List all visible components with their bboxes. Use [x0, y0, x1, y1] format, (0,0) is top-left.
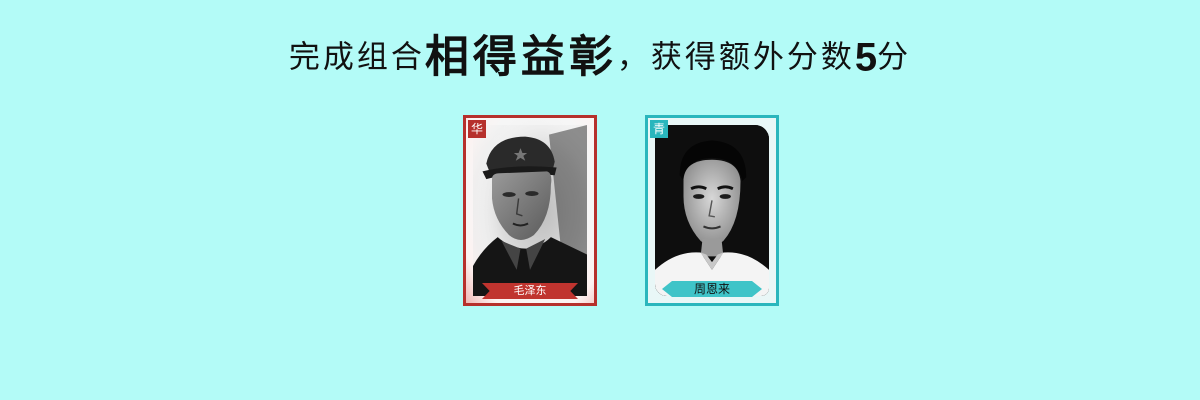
character-card-1[interactable]: 华 [463, 115, 597, 306]
card-1-portrait [473, 125, 587, 296]
card-2-name-ribbon: 周恩来 [662, 281, 762, 297]
card-1-portrait-area [473, 125, 587, 296]
title-prefix: 完成组合 [288, 39, 425, 76]
card-2-portrait [655, 125, 769, 296]
card-1-name-ribbon: 毛泽东 [482, 283, 578, 299]
combo-announcement: 完成组合相得益彰，获得额外分数5分 [0, 22, 1200, 93]
title-suffix: 分 [877, 39, 912, 76]
card-1-badge: 华 [468, 120, 486, 138]
title-middle: ，获得额外分数 [616, 39, 855, 76]
character-card-2[interactable]: 青 周恩来 [645, 115, 779, 306]
combo-name: 相得益彰 [424, 31, 617, 83]
card-2-portrait-area [655, 125, 769, 296]
card-2-badge: 青 [650, 120, 668, 138]
bonus-points: 5 [854, 35, 878, 80]
